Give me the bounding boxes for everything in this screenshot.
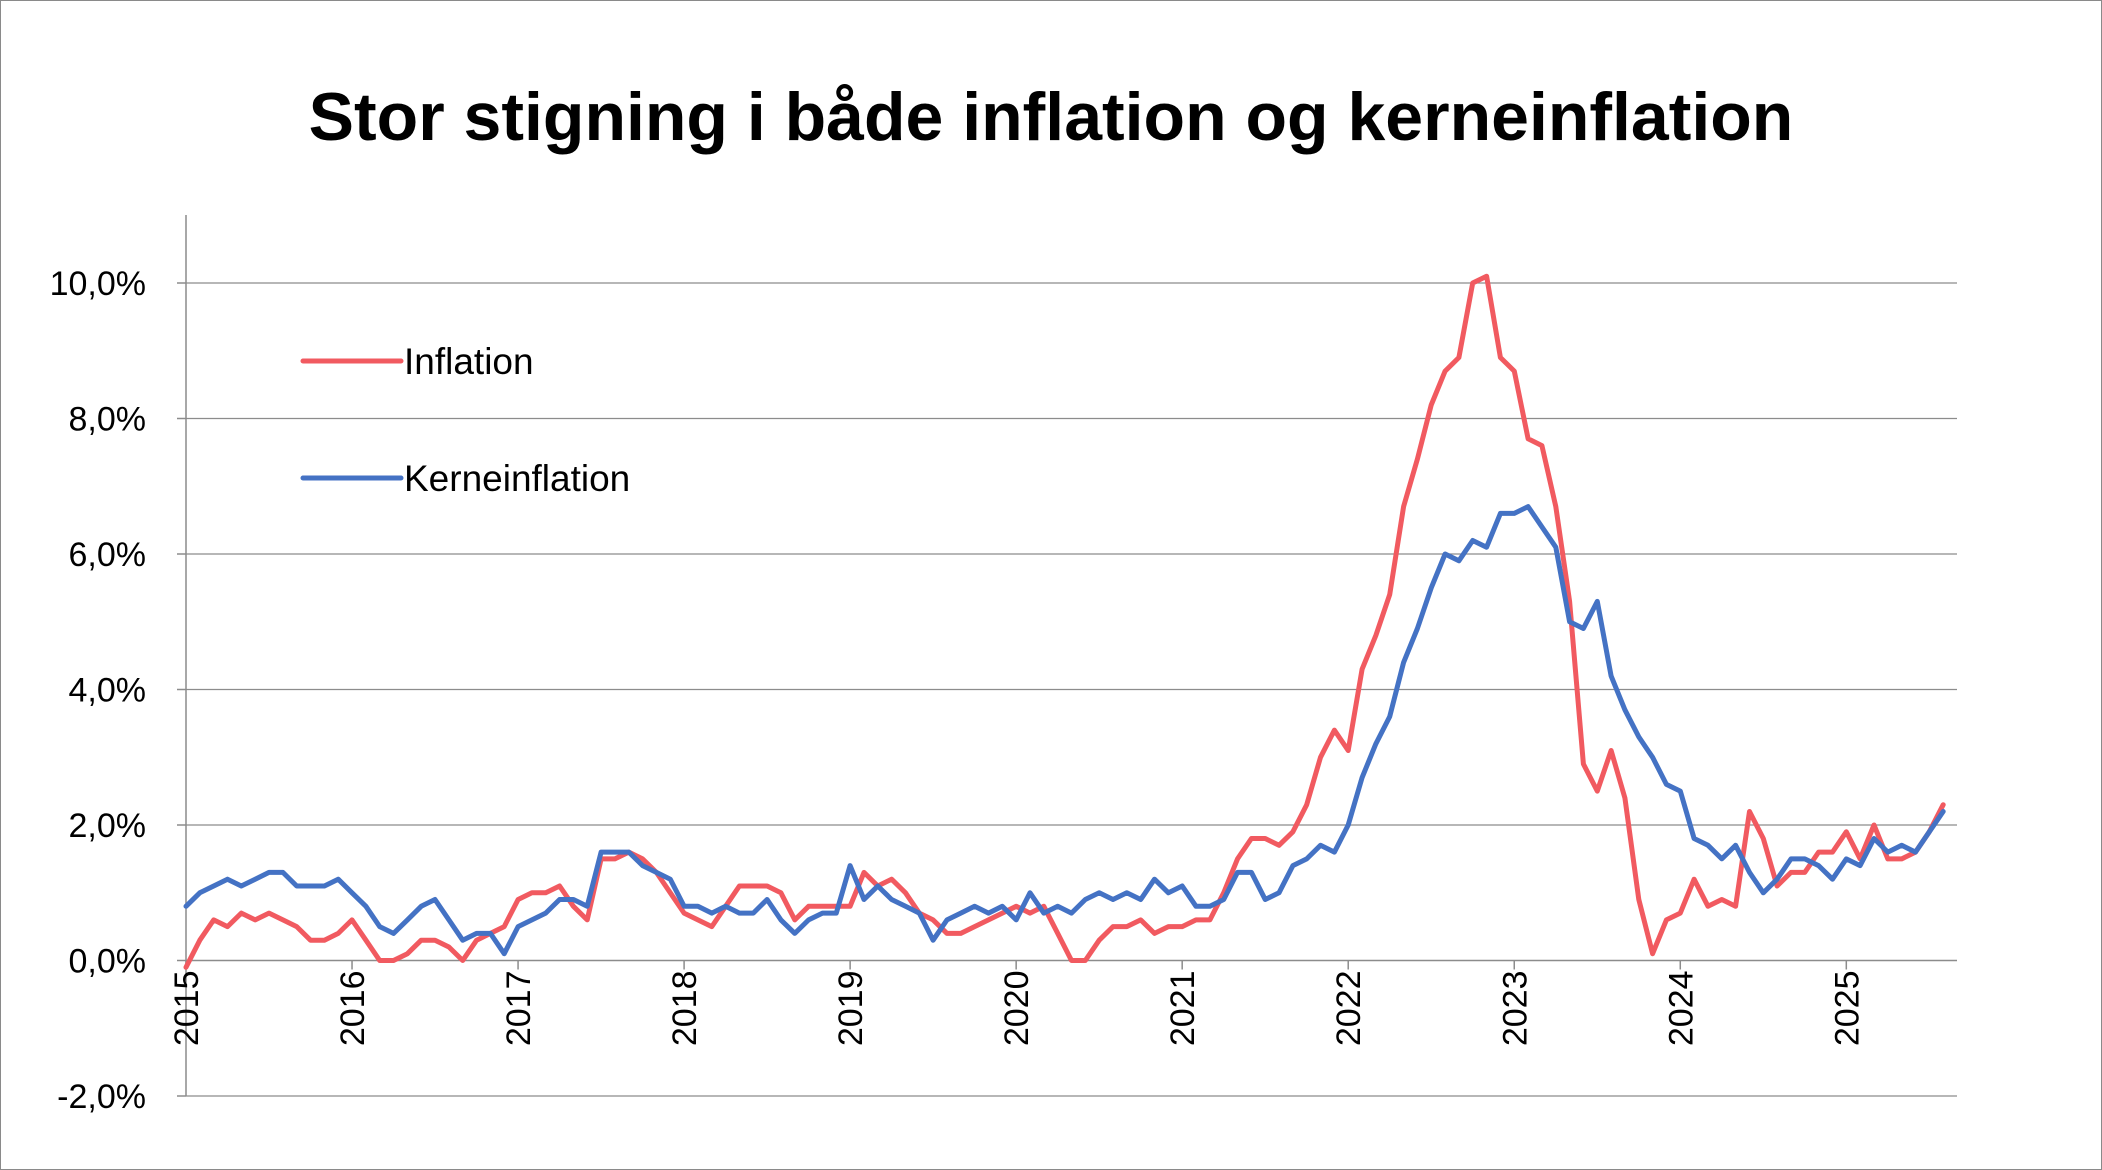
x-tick-label: 2021 [1164, 971, 1202, 1047]
legend-label: Inflation [404, 341, 534, 382]
axes: -2,0% 0,0% 2,0% 4,0% 6,0% 8,0% 10,0% 2015 2016 20… [50, 215, 1957, 1116]
y-tick-label: 2,0% [69, 807, 147, 845]
x-tick-label: 2015 [168, 971, 206, 1047]
y-tick-label: 0,0% [69, 943, 147, 981]
x-tick-label: 2025 [1828, 971, 1866, 1047]
y-tick-label: 10,0% [50, 265, 146, 303]
gridlines [186, 282, 1957, 1097]
y-tick-label: 6,0% [69, 536, 147, 574]
x-tick-label: 2016 [334, 971, 372, 1047]
legend-label: Kerneinflation [404, 458, 630, 499]
y-tick-label: 8,0% [69, 401, 147, 439]
y-tick-label: 4,0% [69, 672, 147, 710]
x-tick-label: 2024 [1662, 971, 1700, 1047]
x-tick-label: 2019 [832, 971, 870, 1047]
chart-title: Stor stigning i både inflation og kernei… [308, 79, 1794, 155]
x-tick-label: 2022 [1330, 971, 1368, 1047]
x-tick-label: 2023 [1496, 971, 1534, 1047]
legend: Inflation Kerneinflation [300, 341, 630, 499]
x-tick-label: 2020 [998, 971, 1036, 1047]
series-line [183, 504, 1946, 957]
x-tick-label: 2018 [666, 971, 704, 1047]
series-line [183, 273, 1946, 970]
x-tick-label: 2017 [500, 971, 538, 1047]
series-lines [183, 273, 1946, 970]
y-tick-label: -2,0% [57, 1078, 146, 1116]
